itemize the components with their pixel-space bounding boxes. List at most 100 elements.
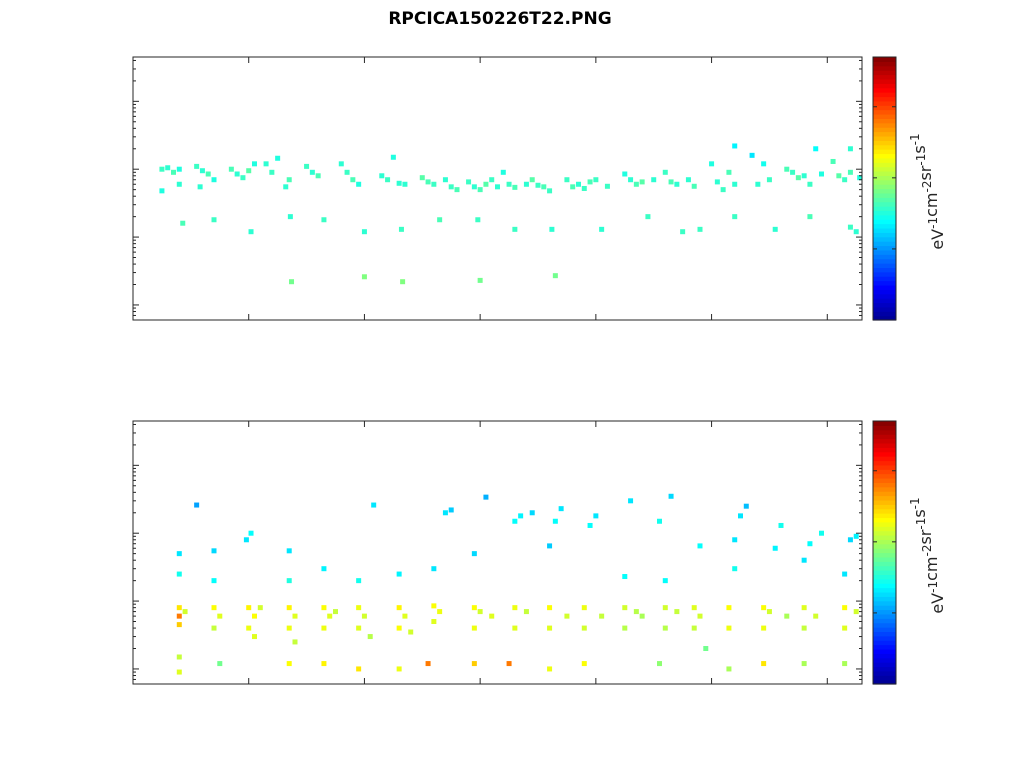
data-cell — [286, 605, 292, 611]
colorbar-band — [873, 517, 896, 523]
panel-cometary: eV-1cm-2sr-1s-1 — [132, 420, 947, 685]
data-cell — [321, 566, 327, 572]
colorbar-band — [873, 648, 896, 654]
data-cell — [662, 578, 668, 584]
colorbar-band — [873, 429, 896, 435]
unit-base: eV — [928, 593, 947, 614]
colorbar-band — [873, 223, 896, 229]
data-cell — [529, 177, 535, 183]
data-cell — [338, 161, 344, 167]
data-cell — [847, 169, 853, 175]
data-cell — [807, 214, 813, 220]
colorbar-band — [873, 679, 896, 685]
data-cell — [801, 557, 807, 563]
data-cell — [287, 214, 293, 220]
data-cell — [853, 229, 859, 235]
data-cell — [425, 179, 431, 185]
data-cell — [784, 613, 790, 619]
data-cell — [402, 181, 408, 187]
data-cell — [182, 609, 188, 615]
data-cell — [454, 187, 460, 193]
data-cell — [819, 171, 824, 177]
data-cell — [286, 625, 292, 631]
unit-exponent: -1 — [926, 581, 940, 593]
data-cell — [547, 666, 553, 672]
data-cell — [587, 179, 593, 185]
data-cell — [604, 183, 610, 189]
data-cell — [333, 609, 338, 615]
data-cell — [398, 226, 404, 232]
data-cell — [217, 613, 223, 619]
unit-exponent: -1 — [908, 133, 922, 145]
data-cell — [371, 502, 377, 508]
colorbar-band — [873, 570, 896, 576]
data-cell — [252, 613, 257, 619]
data-cell — [657, 518, 662, 524]
data-cell — [361, 613, 367, 619]
data-cell — [176, 622, 182, 628]
data-cell — [726, 169, 732, 175]
colorbar-band — [873, 166, 896, 172]
data-cell — [801, 605, 807, 611]
colorbar-band — [873, 425, 896, 431]
data-cell — [703, 646, 709, 652]
colorbar-band — [873, 627, 896, 632]
data-cell — [529, 510, 535, 516]
data-cell — [674, 181, 680, 187]
colorbar-band — [873, 456, 896, 462]
data-cell — [286, 548, 292, 554]
colorbar-band — [873, 57, 896, 62]
data-cell — [176, 613, 182, 619]
data-cell — [176, 571, 182, 577]
data-cell — [211, 605, 217, 611]
colorbar-band — [873, 241, 896, 247]
colorbar-band — [873, 302, 896, 308]
data-cell — [842, 661, 848, 667]
data-cell — [471, 551, 477, 557]
colorbar-band — [873, 83, 896, 89]
data-cell — [857, 175, 863, 181]
data-cell — [356, 666, 362, 672]
data-cell — [633, 609, 639, 615]
data-cell — [367, 634, 373, 640]
data-cell — [197, 184, 203, 190]
data-cell — [709, 161, 715, 167]
data-cell — [726, 625, 732, 631]
data-cell — [738, 513, 743, 519]
colorbar-band — [873, 578, 896, 584]
data-cell — [628, 498, 634, 504]
colorbar-band — [873, 100, 896, 106]
data-cell — [761, 661, 767, 667]
colorbar-band — [873, 263, 896, 268]
colorbar-band — [873, 460, 896, 466]
data-cell — [813, 146, 819, 152]
colorbar-band — [873, 184, 896, 190]
data-cell — [396, 666, 402, 672]
data-cell — [176, 166, 182, 172]
data-cell — [211, 177, 217, 183]
data-cell — [622, 574, 628, 580]
data-cell — [784, 166, 790, 172]
data-cell — [361, 229, 367, 235]
data-cell — [755, 181, 761, 187]
colorbar-unit: eV-1cm-2sr-1s-1 — [908, 133, 947, 249]
data-cell — [547, 625, 553, 631]
colorbar-band — [873, 175, 896, 181]
data-cell — [471, 605, 477, 611]
data-cell — [356, 605, 362, 611]
colorbar-band — [873, 140, 896, 146]
data-cell — [680, 229, 686, 235]
data-cell — [732, 143, 738, 149]
data-cell — [252, 161, 257, 167]
colorbar-band — [873, 219, 896, 225]
data-cell — [720, 187, 726, 193]
colorbar-band — [873, 65, 896, 71]
colorbar-band — [873, 609, 896, 615]
data-cell — [448, 507, 454, 513]
colorbar-band — [873, 61, 896, 67]
colorbar-band — [873, 596, 896, 602]
data-cell — [176, 551, 182, 557]
data-cell — [500, 169, 506, 175]
colorbar-band — [873, 539, 896, 545]
colorbar-band — [873, 644, 896, 650]
